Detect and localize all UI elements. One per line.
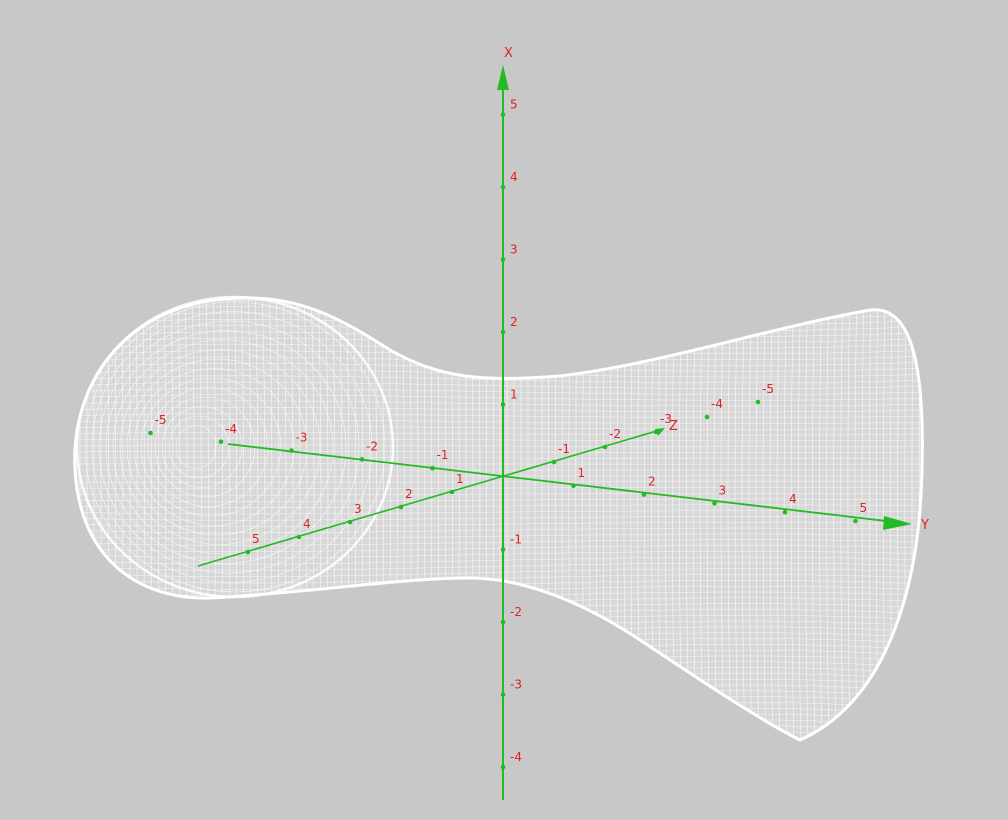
y-axis-tick--1 xyxy=(430,465,435,471)
y-axis-name: Y xyxy=(920,518,929,533)
y-axis-tick--4 xyxy=(218,439,224,445)
y-axis-arrowhead xyxy=(883,516,912,530)
surface-fill xyxy=(73,296,924,742)
z-axis-tick--1 xyxy=(551,459,557,465)
z-axis-arrowhead xyxy=(655,428,665,436)
axis-ticks: 54321-1-2-3-4-5-5-4-3-2-112345-5-4-3-2-1… xyxy=(148,98,868,770)
x-axis-arrowhead xyxy=(497,65,509,90)
z-axis-tick-label-5: 5 xyxy=(252,532,260,546)
z-axis-tick--3 xyxy=(653,429,659,435)
z-axis-tick-3 xyxy=(347,519,353,525)
x-axis-tick-label-2: 2 xyxy=(510,315,518,329)
z-axis-tick-label-2: 2 xyxy=(405,487,413,501)
z-axis-tick-label-1: 1 xyxy=(456,472,464,486)
left-end-rim xyxy=(75,295,395,599)
z-axis-tick-label-3: 3 xyxy=(354,502,362,516)
y-axis-tick-label-3: 3 xyxy=(719,483,727,497)
y-axis-tick-label--3: -3 xyxy=(296,431,308,445)
x-axis-name: X xyxy=(504,46,513,61)
y-axis-tick-1 xyxy=(571,483,576,489)
hyperboloid-surface xyxy=(73,295,924,742)
y-axis-tick-label--4: -4 xyxy=(225,422,237,436)
x-axis-tick-label-5: 5 xyxy=(510,98,518,112)
x-axis-tick-label--1: -1 xyxy=(510,533,522,547)
z-axis-tick--4 xyxy=(704,414,710,420)
y-axis-line xyxy=(227,443,896,523)
z-axis-tick-label--2: -2 xyxy=(609,427,621,441)
y-axis-tick-4 xyxy=(782,509,788,515)
z-axis-tick--2 xyxy=(602,444,608,450)
x-axis-tick-label--4: -4 xyxy=(510,750,522,764)
x-axis-tick-label-3: 3 xyxy=(510,243,518,257)
z-axis-tick-4 xyxy=(296,534,302,540)
z-axis-line xyxy=(197,429,661,567)
y-axis-tick-label--1: -1 xyxy=(437,448,449,462)
x-axis-tick-label--3: -3 xyxy=(510,678,522,692)
x-axis-tick-4 xyxy=(500,184,506,190)
x-axis-tick-2 xyxy=(500,329,506,335)
y-axis-tick--5 xyxy=(148,430,153,436)
z-axis-tick-label--5: -5 xyxy=(762,382,774,396)
z-axis-tick-1 xyxy=(449,489,455,495)
z-axis-tick-label--4: -4 xyxy=(711,397,723,411)
x-axis-tick--2 xyxy=(500,619,506,625)
z-axis-tick-label--3: -3 xyxy=(660,412,672,426)
z-axis-tick-5 xyxy=(245,549,251,555)
y-axis-tick-label--2: -2 xyxy=(366,439,378,453)
y-axis-tick-label-1: 1 xyxy=(578,466,586,480)
x-axis-tick-1 xyxy=(500,402,506,407)
y-axis-tick-label--5: -5 xyxy=(155,413,167,427)
z-axis-name: Z xyxy=(669,419,678,434)
y-axis-tick-label-2: 2 xyxy=(648,475,656,489)
z-axis-tick-label--1: -1 xyxy=(558,442,570,456)
x-axis-tick-3 xyxy=(500,257,506,262)
x-axis-tick--3 xyxy=(500,692,506,697)
x-axis-tick-5 xyxy=(500,112,506,117)
y-axis-tick--3 xyxy=(289,448,294,453)
y-axis-tick-2 xyxy=(641,492,647,497)
y-axis-tick-label-4: 4 xyxy=(789,492,797,506)
x-axis-tick--4 xyxy=(500,764,506,770)
x-axis-tick-label-4: 4 xyxy=(510,170,518,184)
coordinate-axes: X Y Z xyxy=(197,46,929,800)
x-axis-tick-label--2: -2 xyxy=(510,605,522,619)
z-axis-tick-2 xyxy=(398,504,404,510)
x-axis-tick-label-1: 1 xyxy=(510,388,518,402)
z-axis-tick-label-4: 4 xyxy=(303,517,311,531)
y-axis-tick-label-5: 5 xyxy=(860,501,868,515)
y-axis-tick-3 xyxy=(712,501,717,506)
y-axis-tick--2 xyxy=(359,457,365,462)
z-axis-tick--5 xyxy=(755,399,761,405)
x-axis-tick--1 xyxy=(500,547,506,552)
y-axis-tick-5 xyxy=(853,518,858,524)
